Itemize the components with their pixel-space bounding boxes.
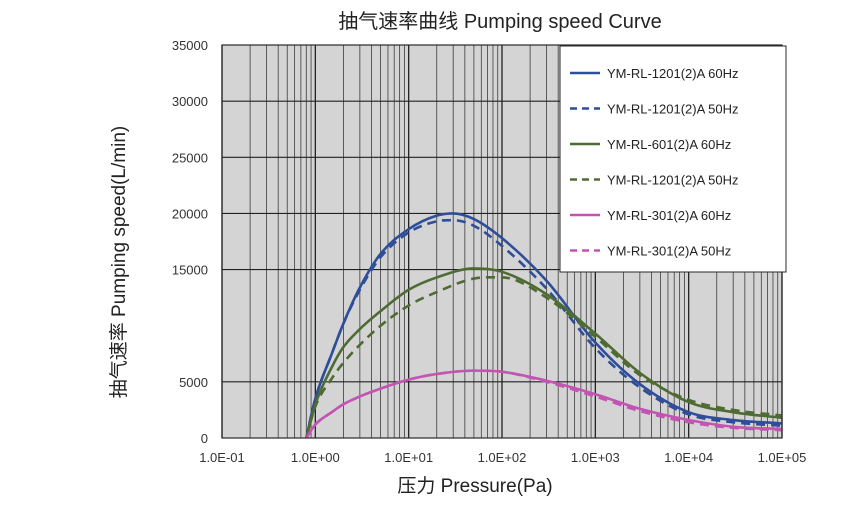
x-axis-title: 压力 Pressure(Pa) — [397, 475, 552, 497]
legend-label-2: YM-RL-1201(2)A 50Hz — [607, 102, 739, 117]
legend-label-1: YM-RL-1201(2)A 60Hz — [607, 66, 739, 81]
series-lines — [305, 212, 783, 439]
series-line-2 — [305, 218, 783, 439]
x-tick-label: 1.0E+00 — [291, 450, 340, 465]
legend-box — [559, 45, 787, 273]
x-tick-label: 1.0E+02 — [478, 450, 527, 465]
legend-label-6: YM-RL-301(2)A 50Hz — [607, 244, 731, 259]
x-tick-labels: 1.0E-01 1.0E+00 1.0E+01 1.0E+02 1.0E+03 1.0E+… — [199, 450, 806, 465]
x-tick-label: 1.0E+01 — [384, 450, 433, 465]
legend-label-4: YM-RL-1201(2)A 50Hz — [607, 173, 739, 188]
chart-title: 抽气速率曲线 Pumping speed Curve — [338, 10, 661, 33]
y-tick-label: 35000 — [172, 38, 208, 53]
series-line-6 — [305, 369, 783, 439]
x-tick-label: 1.0E+04 — [664, 450, 713, 465]
x-tick-label: 1.0E-01 — [199, 450, 245, 465]
y-tick-labels: 0 5000 15000 20000 25000 30000 35000 — [172, 38, 208, 446]
y-tick-label: 15000 — [172, 263, 208, 278]
legend-label-3: YM-RL-601(2)A 60Hz — [607, 137, 731, 152]
minor-gridlines — [249, 45, 779, 438]
y-tick-label: 0 — [201, 431, 208, 446]
legend: YM-RL-1201(2)A 60Hz YM-RL-1201(2)A 50Hz YM… — [559, 45, 787, 273]
y-tick-label: 5000 — [179, 375, 208, 390]
series-line-4 — [305, 275, 783, 439]
x-tick-label: 1.0E+05 — [758, 450, 807, 465]
y-tick-label: 25000 — [172, 150, 208, 165]
y-tick-label: 30000 — [172, 94, 208, 109]
y-axis-title: 抽气速率 Pumping speed(L/min) — [108, 126, 130, 398]
y-tick-label: 20000 — [172, 206, 208, 221]
legend-label-5: YM-RL-301(2)A 60Hz — [607, 208, 731, 223]
x-tick-label: 1.0E+03 — [571, 450, 620, 465]
